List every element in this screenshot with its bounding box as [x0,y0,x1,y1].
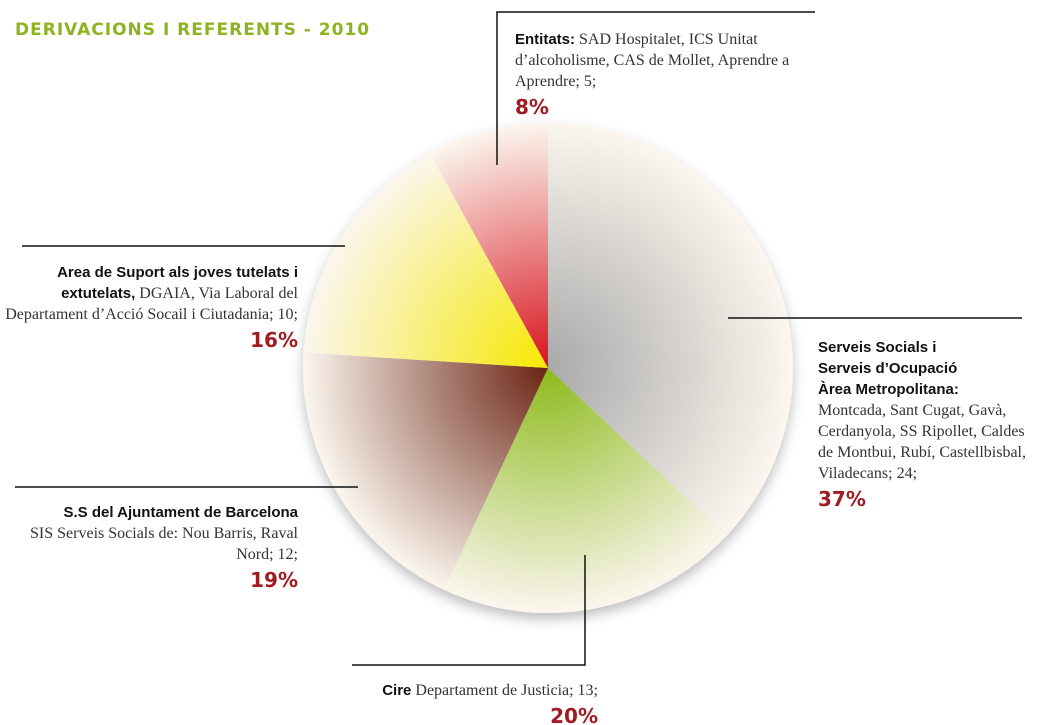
slice-percent: 8% [515,95,549,119]
leader-line [352,555,586,666]
slice-name: Entitats: [515,31,575,48]
slice-percent: 16% [250,328,298,352]
slice-name: Serveis Socials i Serveis d’Ocupació Àre… [818,339,959,398]
slice-label: Cire Departament de Justicia; 13; 20% [278,680,598,725]
slice-name: S.S del Ajuntament de Barcelona [63,504,299,521]
slice-description: DGAIA, Via Laboral del Departament d’Acc… [5,285,298,323]
slice-description: SAD Hospitalet, ICS Unitat d’alcoholisme… [515,31,790,90]
pie-slice [548,123,793,536]
slice-label: S.S del Ajuntament de Barcelona SIS Serv… [8,502,298,593]
pie-slice [303,153,548,368]
slice-percent: 37% [818,487,866,511]
slice-name: Cire [382,682,412,699]
slice-description: SIS Serveis Socials de: Nou Barris, Rava… [30,525,298,563]
slice-description: Montcada, Sant Cugat, Gavà, Cerdanyola, … [818,402,1026,482]
slice-description: Departament de Justicia; 13; [415,682,598,699]
pie-slice [303,352,548,590]
slice-percent: 20% [550,704,598,725]
pie-slice [429,123,548,368]
slice-label: Area de Suport als joves tutelats i extu… [0,262,298,353]
chart-title: DERIVACIONS I REFERENTS - 2010 [15,20,371,40]
slice-label: Serveis Socials i Serveis d’Ocupació Àre… [818,337,1040,512]
pie [303,123,793,613]
slice-label: Entitats: SAD Hospitalet, ICS Unitat d’a… [515,29,825,120]
leader-line [496,11,815,165]
pie-slice [443,368,727,613]
slice-name: Area de Suport als joves tutelats i extu… [57,264,298,302]
slice-percent: 19% [250,568,298,592]
